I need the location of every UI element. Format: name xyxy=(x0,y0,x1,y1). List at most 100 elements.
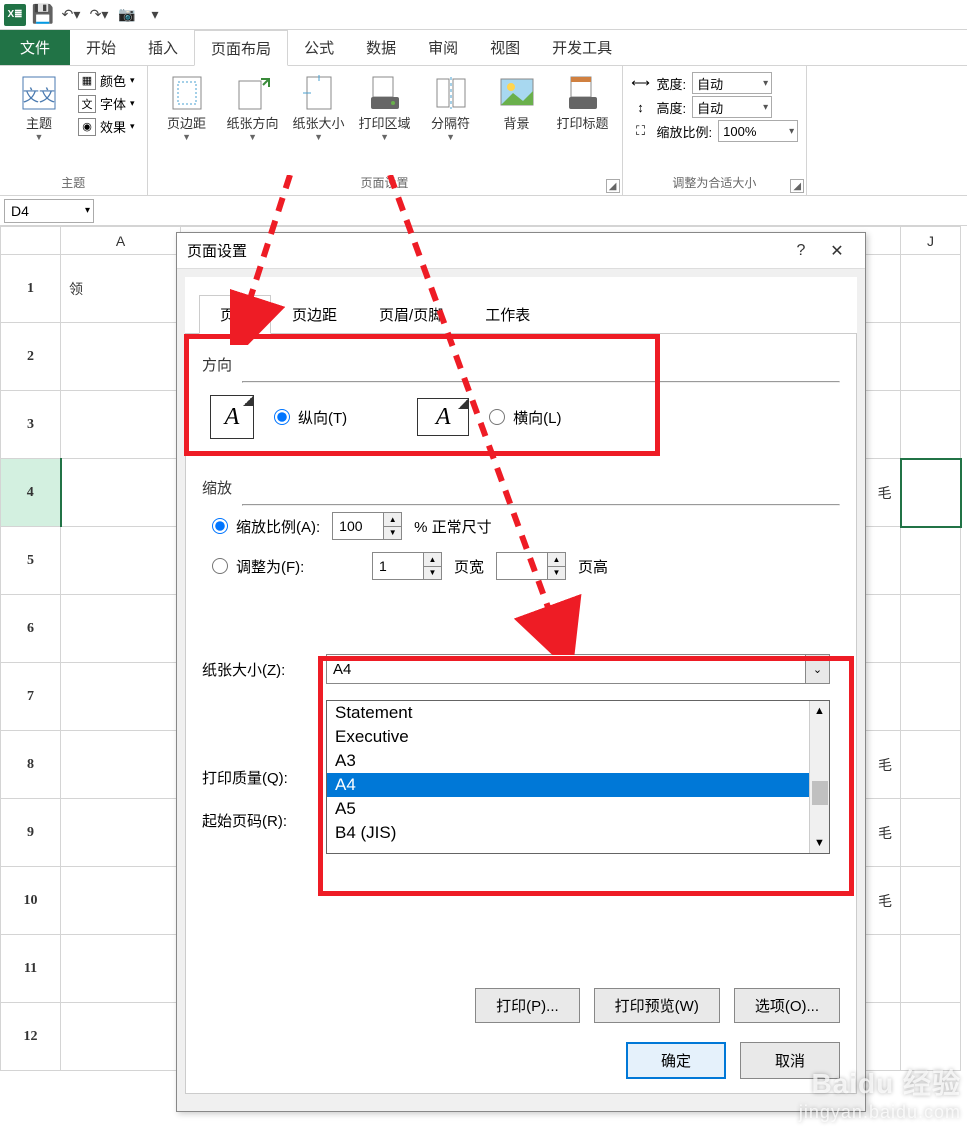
row-header[interactable]: 9 xyxy=(1,799,61,867)
redo-icon[interactable]: ↷▾ xyxy=(88,4,110,26)
camera-icon[interactable]: 📷 xyxy=(116,4,138,26)
fit-height-spinner[interactable]: ▲▼ xyxy=(496,552,566,580)
row-header[interactable]: 7 xyxy=(1,663,61,731)
paper-option[interactable]: A3 xyxy=(327,749,829,773)
breaks-button[interactable]: 分隔符▼ xyxy=(420,70,482,144)
paper-option[interactable]: Statement xyxy=(327,701,829,725)
tab-data[interactable]: 数据 xyxy=(350,30,412,65)
margins-button[interactable]: 页边距▼ xyxy=(156,70,218,144)
paper-option[interactable]: Executive xyxy=(327,725,829,749)
zoom-label: 缩放 xyxy=(202,477,840,498)
size-button[interactable]: 纸张大小▼ xyxy=(288,70,350,144)
tab-developer[interactable]: 开发工具 xyxy=(536,30,628,65)
select-all-corner[interactable] xyxy=(1,227,61,255)
orientation-button[interactable]: 纸张方向▼ xyxy=(222,70,284,144)
height-combo[interactable]: 自动 xyxy=(692,96,772,118)
portrait-radio[interactable]: 纵向(T) xyxy=(274,407,347,428)
fit-w-label: 页宽 xyxy=(454,556,484,577)
tab-formulas[interactable]: 公式 xyxy=(288,30,350,65)
fit-h-label: 页高 xyxy=(578,556,608,577)
group-label: 主题 xyxy=(8,172,139,193)
row-header[interactable]: 5 xyxy=(1,527,61,595)
orientation-label: 方向 xyxy=(202,354,840,375)
dropdown-scrollbar[interactable]: ▲▼ xyxy=(809,701,829,853)
close-button[interactable]: ✕ xyxy=(819,241,855,261)
theme-colors-button[interactable]: ▦颜色▾ xyxy=(74,70,139,91)
ratio-suffix: % 正常尺寸 xyxy=(414,516,492,537)
scroll-up-icon[interactable]: ▲ xyxy=(810,701,829,721)
row-header[interactable]: 2 xyxy=(1,323,61,391)
save-icon[interactable]: 💾 xyxy=(32,4,54,26)
ok-button[interactable]: 确定 xyxy=(626,1042,726,1079)
qat-customize-icon[interactable]: ▾ xyxy=(144,4,166,26)
themes-button[interactable]: 文文 主题 ▼ xyxy=(8,70,70,144)
paper-size-combo[interactable]: A4⌄ xyxy=(326,654,830,684)
row-header[interactable]: 1 xyxy=(1,255,61,323)
fit-width-spinner[interactable]: 1▲▼ xyxy=(372,552,442,580)
row-header[interactable]: 3 xyxy=(1,391,61,459)
scale-label: 缩放比例: xyxy=(657,122,713,141)
theme-effects-button[interactable]: ◉效果▾ xyxy=(74,116,139,137)
adjust-ratio-radio[interactable]: 缩放比例(A): xyxy=(212,516,320,537)
first-page-label: 起始页码(R): xyxy=(202,810,318,831)
scale-combo[interactable]: 100% xyxy=(718,120,798,142)
name-box[interactable]: D4 xyxy=(4,199,94,223)
dlg-tab-sheet[interactable]: 工作表 xyxy=(464,295,551,333)
tab-review[interactable]: 审阅 xyxy=(412,30,474,65)
row-header[interactable]: 4 xyxy=(1,459,61,527)
tab-view[interactable]: 视图 xyxy=(474,30,536,65)
scroll-thumb[interactable] xyxy=(812,781,828,805)
row-header[interactable]: 11 xyxy=(1,935,61,1003)
width-label: 宽度: xyxy=(657,74,687,93)
ribbon-tabs: 文件 开始 插入 页面布局 公式 数据 审阅 视图 开发工具 xyxy=(0,30,967,66)
row-header[interactable]: 12 xyxy=(1,1003,61,1071)
paper-option[interactable]: A5 xyxy=(327,797,829,821)
tab-home[interactable]: 开始 xyxy=(70,30,132,65)
scale-launcher[interactable]: ◢ xyxy=(790,179,804,193)
dialog-tabs: 页面 页边距 页眉/页脚 工作表 xyxy=(185,277,857,334)
col-header-j[interactable]: J xyxy=(901,227,961,255)
row-header[interactable]: 8 xyxy=(1,731,61,799)
active-cell[interactable] xyxy=(901,459,961,527)
group-scale: ⟷宽度:自动 ↕高度:自动 ⛶缩放比例:100% 调整为合适大小 ◢ xyxy=(623,66,808,195)
page-setup-launcher[interactable]: ◢ xyxy=(606,179,620,193)
page-setup-dialog: 页面设置 ? ✕ 页面 页边距 页眉/页脚 工作表 方向 A 纵向(T) A 横… xyxy=(176,232,866,1112)
dropdown-arrow-icon[interactable]: ⌄ xyxy=(805,655,829,683)
width-combo[interactable]: 自动 xyxy=(692,72,772,94)
paper-size-dropdown[interactable]: Statement Executive A3 A4 A5 B4 (JIS) ▲▼ xyxy=(326,700,830,854)
landscape-radio[interactable]: 横向(L) xyxy=(489,407,561,428)
theme-fonts-button[interactable]: 文字体▾ xyxy=(74,93,139,114)
undo-icon[interactable]: ↶▾ xyxy=(60,4,82,26)
scroll-down-icon[interactable]: ▼ xyxy=(810,833,829,853)
preview-button[interactable]: 打印预览(W) xyxy=(594,988,720,1023)
dlg-tab-margins[interactable]: 页边距 xyxy=(271,295,358,333)
paper-option-selected[interactable]: A4 xyxy=(327,773,829,797)
paper-option[interactable]: B4 (JIS) xyxy=(327,821,829,845)
spin-down-icon[interactable]: ▼ xyxy=(383,527,401,540)
row-header[interactable]: 10 xyxy=(1,867,61,935)
row-header[interactable]: 6 xyxy=(1,595,61,663)
print-titles-button[interactable]: 打印标题 xyxy=(552,70,614,134)
col-header-a[interactable]: A xyxy=(61,227,181,255)
dialog-title: 页面设置 xyxy=(187,240,783,261)
group-label: 页面设置 xyxy=(156,172,614,193)
print-button[interactable]: 打印(P)... xyxy=(475,988,580,1023)
cell-a1[interactable]: 领 xyxy=(61,255,181,323)
fit-to-radio[interactable]: 调整为(F): xyxy=(212,556,360,577)
ratio-spinner[interactable]: 100▲▼ xyxy=(332,512,402,540)
print-area-button[interactable]: 打印区域▼ xyxy=(354,70,416,144)
paper-size-label: 纸张大小(Z): xyxy=(202,659,318,680)
background-button[interactable]: 背景 xyxy=(486,70,548,134)
spin-up-icon[interactable]: ▲ xyxy=(383,513,401,527)
help-button[interactable]: ? xyxy=(783,242,819,260)
portrait-icon: A xyxy=(210,395,254,439)
dlg-tab-headerfooter[interactable]: 页眉/页脚 xyxy=(358,295,464,333)
tab-page-layout[interactable]: 页面布局 xyxy=(194,30,288,66)
ribbon-content: 文文 主题 ▼ ▦颜色▾ 文字体▾ ◉效果▾ 主题 页边距▼ 纸张方向▼ 纸张大… xyxy=(0,66,967,196)
print-quality-label: 打印质量(Q): xyxy=(202,767,318,788)
tab-insert[interactable]: 插入 xyxy=(132,30,194,65)
options-button[interactable]: 选项(O)... xyxy=(734,988,840,1023)
dlg-tab-page[interactable]: 页面 xyxy=(199,295,271,334)
file-tab[interactable]: 文件 xyxy=(0,30,70,65)
excel-app-icon: X≣ xyxy=(4,4,26,26)
